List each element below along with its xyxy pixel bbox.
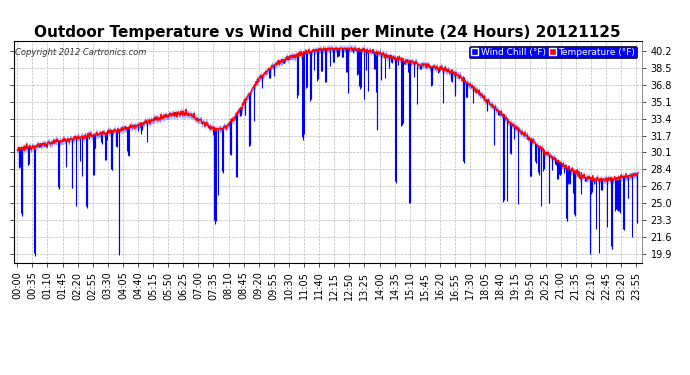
Legend: Wind Chill (°F), Temperature (°F): Wind Chill (°F), Temperature (°F) — [469, 46, 637, 58]
Text: Copyright 2012 Cartronics.com: Copyright 2012 Cartronics.com — [15, 48, 146, 57]
Title: Outdoor Temperature vs Wind Chill per Minute (24 Hours) 20121125: Outdoor Temperature vs Wind Chill per Mi… — [34, 25, 621, 40]
